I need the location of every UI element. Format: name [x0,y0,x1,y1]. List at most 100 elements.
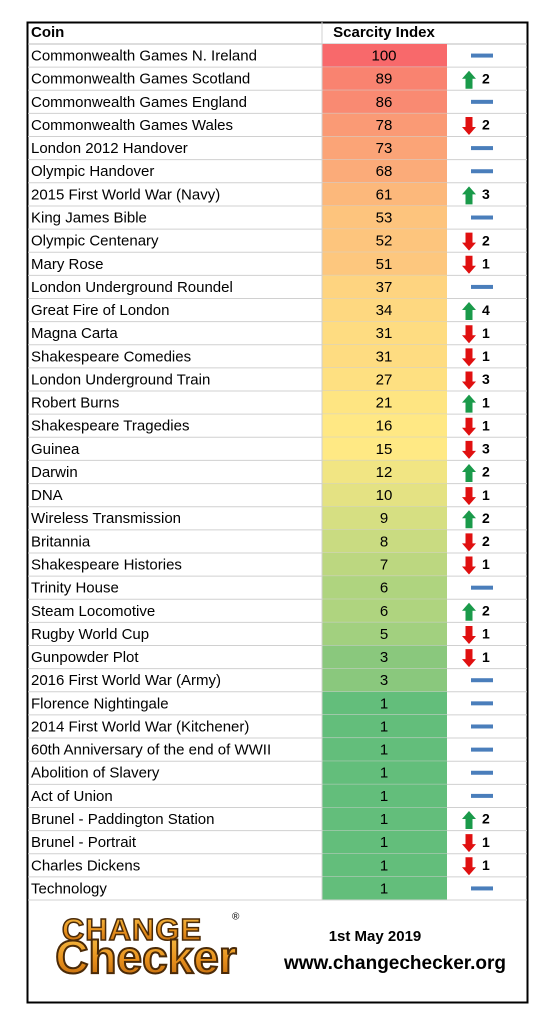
scarcity-index: 31 [376,348,393,365]
index-cell [322,784,447,808]
no-change [471,215,493,220]
down-arrow [462,556,476,575]
up-arrow [462,510,476,529]
scarcity-index: 78 [376,117,393,134]
coin-name: London 2012 Handover [31,140,188,157]
no-change [471,99,493,104]
index-cell [322,367,447,392]
rank-change: 3 [482,186,490,202]
coin-name: Darwin [31,464,78,481]
scarcity-index: 27 [376,371,393,388]
scarcity-index: 1 [380,742,388,759]
index-cell [322,437,447,461]
scarcity-index: 1 [380,788,388,805]
scarcity-index: 3 [380,672,388,689]
coin-name: Charles Dickens [31,857,140,874]
scarcity-index: 31 [376,325,393,342]
index-cell [322,830,447,854]
no-change [471,585,493,590]
rank-change: 3 [482,371,490,387]
down-arrow [462,348,476,367]
coin-name: London Underground Roundel [31,279,233,296]
down-arrow [462,232,476,251]
coin-name: Act of Union [31,788,113,805]
no-change [471,284,493,289]
rank-change: 2 [482,811,490,827]
scarcity-index: 5 [380,626,388,643]
up-arrow [462,186,476,205]
index-cell [322,576,447,600]
logo-bottom: Checker [55,931,237,983]
coin-name: 2015 First World War (Navy) [31,186,220,203]
coin-name: Steam Locomotive [31,603,155,620]
scarcity-index: 89 [376,71,393,88]
scarcity-index: 37 [376,279,393,296]
index-cell [322,113,447,137]
index-cell [322,205,447,230]
logo: CHANGE ® Checker [54,911,240,984]
scarcity-index: 10 [376,487,393,504]
down-arrow [462,487,476,506]
coin-name: Commonwealth Games N. Ireland [31,48,257,65]
scarcity-index: 1 [380,834,388,851]
rank-change: 2 [482,603,490,619]
coin-name: Commonwealth Games Scotland [31,71,250,88]
scarcity-index: 1 [380,880,388,897]
logo-registered: ® [232,912,240,923]
coin-name: 2016 First World War (Army) [31,672,221,689]
rank-change: 1 [482,325,490,341]
coin-name: Shakespeare Comedies [31,348,191,365]
down-arrow [462,255,476,274]
index-cell [322,876,447,900]
down-arrow [462,417,476,436]
no-change [471,53,493,58]
scarcity-index: 12 [376,464,393,481]
down-arrow [462,857,476,876]
down-arrow [462,834,476,853]
up-arrow [462,302,476,321]
down-arrow [462,649,476,668]
index-cell [322,344,447,368]
coin-name: Trinity House [31,580,119,597]
coin-name: Gunpowder Plot [31,649,139,666]
scarcity-index: 68 [376,163,393,180]
coin-name: Commonwealth Games England [31,94,247,111]
index-cell [322,807,447,831]
header-coin: Coin [31,24,64,41]
coin-name: Great Fire of London [31,302,169,319]
coin-name: Robert Burns [31,395,119,412]
scarcity-index: 1 [380,718,388,735]
coin-name: Olympic Handover [31,163,154,180]
index-cell [322,391,447,415]
coin-name: 2014 First World War (Kitchener) [31,718,249,735]
no-change [471,678,493,683]
rank-change: 2 [482,70,490,86]
rank-change: 1 [482,348,490,364]
coin-name: Technology [31,880,107,897]
scarcity-index: 16 [376,418,393,435]
rank-change: 1 [482,487,490,503]
up-arrow [462,811,476,830]
index-cell [322,136,447,160]
no-change [471,724,493,729]
index-cell [322,738,447,762]
up-arrow [462,602,476,621]
down-arrow [462,625,476,644]
rank-change: 4 [482,302,490,318]
index-cell [322,321,447,345]
rank-change: 1 [482,255,490,271]
coin-name: Magna Carta [31,325,118,342]
scarcity-index: 3 [380,649,388,666]
down-arrow [462,440,476,459]
scarcity-index: 1 [380,811,388,828]
rank-change: 1 [482,417,490,433]
index-cell [322,298,447,322]
scarcity-index: 21 [376,395,393,412]
coin-name: Olympic Centenary [31,233,159,250]
no-change [471,146,493,151]
down-arrow [462,371,476,390]
rank-change: 2 [482,533,490,549]
coin-name: Britannia [31,533,91,550]
index-cell [322,159,447,183]
